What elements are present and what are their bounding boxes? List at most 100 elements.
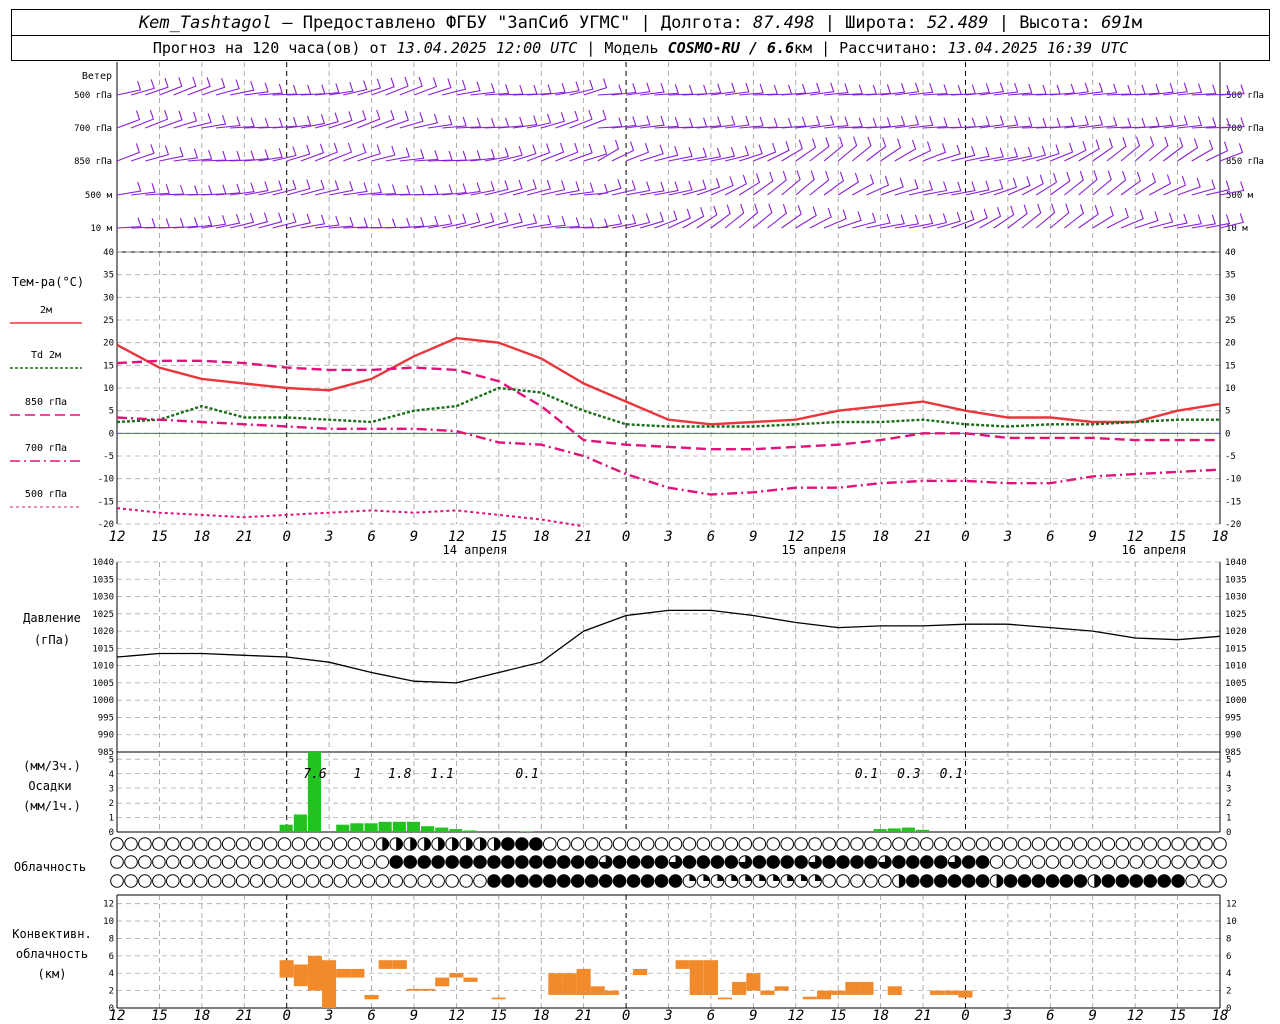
cloud-symbol	[543, 837, 557, 851]
wind-barb	[922, 117, 948, 129]
wind-barb	[272, 117, 298, 129]
wind-barb	[965, 208, 988, 229]
y-tick-left: 1035	[92, 575, 114, 585]
y-tick-left: 990	[98, 731, 114, 741]
precip-total: 0.1	[855, 767, 878, 782]
wind-barb	[1219, 117, 1245, 129]
cloud-symbol	[934, 874, 948, 888]
wind-barb	[1106, 170, 1127, 196]
wind-barb	[1021, 145, 1047, 162]
wind-barb	[541, 180, 566, 196]
wind-barb	[583, 78, 608, 96]
conv-bar	[491, 997, 506, 1000]
wind-barb	[258, 148, 283, 162]
conv-bar	[718, 997, 733, 1000]
wind-level-label-right: 850 гПа	[1226, 157, 1264, 167]
wind-barb	[244, 149, 269, 162]
wind-barb	[116, 110, 141, 129]
cloud-symbol	[417, 874, 432, 888]
wind-barb	[484, 147, 510, 162]
x-tick-label: 12	[787, 529, 804, 545]
cloud-symbol	[347, 855, 362, 869]
cloud-symbol	[361, 837, 376, 851]
convective-panel	[116, 895, 1221, 1009]
y-tick-left: 1030	[92, 593, 114, 603]
conv-bar	[562, 973, 577, 995]
wind-barb	[286, 144, 311, 162]
cloud-symbol	[710, 837, 725, 851]
altitude-label: | Высота:	[988, 13, 1102, 33]
cloud-symbol	[934, 855, 948, 869]
cloud-symbol	[947, 874, 962, 888]
wind-barb	[626, 82, 651, 96]
model-unit: км	[794, 39, 813, 57]
y-tick-right: 1030	[1225, 593, 1247, 603]
wind-barb	[230, 150, 255, 162]
wind-barb	[314, 180, 340, 196]
y-tick-left: 20	[103, 339, 114, 349]
wind-barb	[1163, 137, 1184, 162]
wind-barb	[512, 213, 538, 229]
wind-barb	[1092, 83, 1118, 96]
wind-barb	[866, 117, 892, 129]
cloud-symbol	[1199, 874, 1213, 888]
wind-barb	[329, 82, 354, 96]
wind-barb	[951, 117, 977, 129]
wind-level-label: 10 м	[90, 224, 112, 234]
wind-barb	[173, 217, 199, 229]
wind-barb	[696, 205, 718, 229]
wind-barb	[1078, 139, 1100, 162]
conv-y-tick-right: 12	[1226, 900, 1237, 910]
cloud-symbol	[1031, 855, 1046, 869]
cloud-symbol	[361, 855, 376, 869]
cloud-symbol	[361, 874, 376, 888]
wind-barb	[668, 208, 691, 229]
cloud-symbol	[682, 855, 697, 869]
precip-total: 1	[353, 767, 361, 782]
temperature-title: Тем-ра(°C)	[12, 275, 84, 289]
cloud-symbol	[180, 855, 194, 869]
wind-barb	[541, 216, 566, 229]
wind-barb	[866, 213, 891, 229]
cloud-fill	[801, 874, 808, 881]
wind-barb	[470, 83, 496, 96]
wind-barb	[272, 179, 297, 196]
wind-barb	[880, 138, 902, 162]
precip-bar	[307, 752, 321, 832]
wind-barb	[555, 142, 579, 162]
cloud-symbol	[1213, 837, 1227, 851]
wind-barb	[654, 210, 678, 229]
cloud-symbol	[319, 874, 334, 888]
cloud-symbol	[124, 855, 138, 869]
wind-barb	[922, 181, 948, 196]
x-tick-label: 0	[622, 1008, 630, 1024]
wind-barb	[1007, 116, 1033, 129]
conv-bar	[845, 981, 860, 995]
wind-barb	[1092, 138, 1114, 162]
wind-barb	[385, 76, 409, 96]
cloud-symbol	[654, 837, 669, 851]
wind-barb	[541, 112, 566, 129]
wind-barb	[710, 115, 736, 129]
y-tick-right: 40	[1225, 248, 1236, 258]
cloud-fill	[599, 855, 612, 869]
y-tick-right: 1005	[1225, 679, 1247, 689]
cloud-symbol	[459, 855, 473, 869]
cloud-symbol	[152, 837, 166, 851]
pressure-title: Давление	[23, 611, 81, 625]
wind-level-label-right: 500 гПа	[1226, 91, 1264, 101]
wind-barb	[145, 145, 170, 162]
wind-barb	[724, 145, 750, 162]
wind-barb	[583, 218, 609, 229]
cloud-symbol	[1157, 874, 1171, 888]
cloud-symbol	[375, 874, 390, 888]
wind-barb	[880, 214, 905, 229]
cloud-symbol	[850, 837, 864, 851]
x-tick-label: 18	[533, 529, 550, 545]
wind-barb	[300, 84, 326, 96]
conv-title-line: облачность	[16, 947, 88, 961]
cloud-symbol	[263, 874, 278, 888]
conv-bar	[307, 955, 322, 991]
wind-barb	[1064, 204, 1085, 229]
wind-barb	[314, 112, 339, 129]
